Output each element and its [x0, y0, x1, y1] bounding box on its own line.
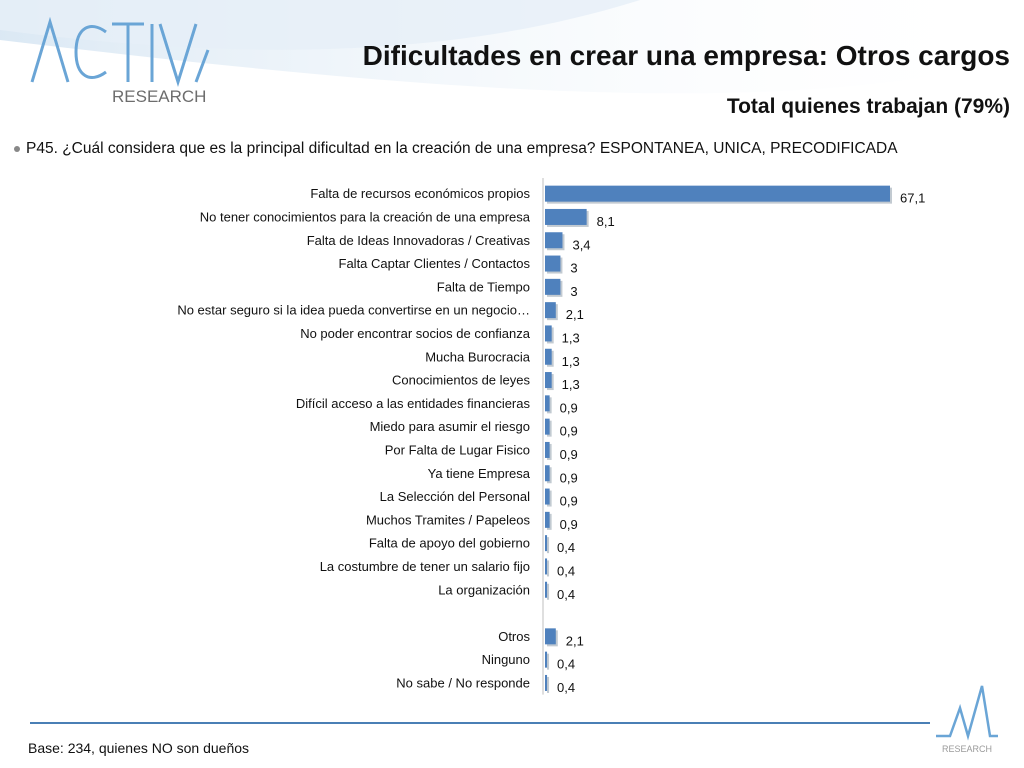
- category-label: Otros: [498, 629, 530, 644]
- bar: [545, 302, 556, 319]
- page-title: Dificultades en crear una empresa: Otros…: [362, 40, 1010, 71]
- category-label: No estar seguro si la idea pueda convert…: [177, 303, 530, 318]
- category-label: No poder encontrar socios de confianza: [300, 326, 531, 341]
- question-text: P45. ¿Cuál considera que es la principal…: [14, 140, 898, 158]
- category-label: Difícil acceso a las entidades financier…: [296, 396, 531, 411]
- bar: [545, 185, 890, 202]
- bar: [545, 465, 550, 482]
- bar: [545, 674, 548, 691]
- category-label: Falta de apoyo del gobierno: [369, 536, 530, 551]
- value-label: 67,1: [900, 191, 925, 206]
- bar-shadow: [547, 537, 550, 554]
- bar: [545, 372, 552, 389]
- bar: [545, 348, 552, 365]
- bar: [545, 558, 548, 575]
- bar: [545, 395, 550, 412]
- category-label: Falta de recursos económicos propios: [310, 186, 530, 201]
- bar-shadow: [547, 676, 550, 693]
- bar-chart: Falta de recursos económicos propios No t…: [177, 178, 925, 695]
- category-label: Mucha Burocracia: [425, 349, 531, 364]
- value-label: 0,4: [557, 563, 575, 578]
- bar-shadow: [547, 583, 550, 600]
- footer-divider: [30, 722, 930, 724]
- category-label: Ninguno: [482, 652, 530, 667]
- value-label: 0,9: [560, 494, 578, 509]
- value-label: 0,9: [560, 517, 578, 532]
- bar: [545, 418, 550, 435]
- logo-a2-shape: [194, 49, 210, 83]
- category-label: Ya tiene Empresa: [428, 466, 531, 481]
- bar: [545, 208, 587, 225]
- category-label: Falta Captar Clientes / Contactos: [339, 256, 531, 271]
- activa-research-logo: RESEARCH: [30, 16, 210, 106]
- value-label: 3: [570, 261, 577, 276]
- question-label: P45. ¿Cuál considera que es la principal…: [26, 140, 898, 157]
- value-label: 0,4: [557, 587, 575, 602]
- value-label: 0,4: [557, 657, 575, 672]
- category-label: Muchos Tramites / Papeleos: [366, 512, 531, 527]
- value-label: 0,9: [560, 424, 578, 439]
- value-label: 3: [570, 284, 577, 299]
- value-label: 0,4: [557, 540, 575, 555]
- value-label: 2,1: [566, 633, 584, 648]
- bar: [545, 441, 550, 458]
- category-label: No sabe / No responde: [396, 675, 530, 690]
- value-label: 0,9: [560, 400, 578, 415]
- bar: [545, 511, 550, 528]
- value-label: 8,1: [597, 214, 615, 229]
- category-label: Miedo para asumir el riesgo: [370, 419, 530, 434]
- corner-logo-mark: [936, 685, 998, 741]
- value-label: 0,9: [560, 447, 578, 462]
- value-label: 1,3: [562, 377, 580, 392]
- bar: [545, 232, 563, 249]
- bar: [545, 651, 548, 668]
- value-label: 1,3: [562, 354, 580, 369]
- value-label: 3,4: [572, 237, 590, 252]
- corner-logo-text: RESEARCH: [942, 744, 992, 754]
- bar: [545, 535, 548, 552]
- bar-shadow: [547, 653, 550, 670]
- value-label: 0,9: [560, 470, 578, 485]
- bar: [545, 278, 561, 295]
- logo-a-shape: [30, 16, 70, 83]
- category-label: Por Falta de Lugar Fisico: [385, 442, 530, 457]
- category-label: Falta de Ideas Innovadoras / Creativas: [307, 233, 531, 248]
- category-label: La costumbre de tener un salario fijo: [320, 559, 530, 574]
- bar: [545, 325, 552, 342]
- bar: [545, 488, 550, 505]
- logo-v-shape: [158, 23, 198, 88]
- category-label: Conocimientos de leyes: [392, 373, 531, 388]
- value-label: 2,1: [566, 307, 584, 322]
- bar-shadow: [547, 560, 550, 577]
- logo-t-shape: [112, 22, 144, 82]
- value-label: 1,3: [562, 330, 580, 345]
- category-label: La Selección del Personal: [380, 489, 530, 504]
- category-label: Falta de Tiempo: [437, 279, 530, 294]
- logo-c-shape: [74, 25, 107, 79]
- bar: [545, 628, 556, 645]
- bar: [545, 255, 561, 272]
- base-note: Base: 234, quienes NO son dueños: [28, 740, 250, 756]
- bar: [545, 581, 548, 598]
- corner-logo: RESEARCH: [936, 685, 998, 754]
- category-label: No tener conocimientos para la creación …: [200, 209, 531, 224]
- category-label: La organización: [438, 582, 530, 597]
- bullet-icon: [14, 145, 20, 152]
- page-subtitle: Total quienes trabajan (79%): [726, 95, 1010, 118]
- logo-sub-text: RESEARCH: [112, 87, 206, 106]
- value-label: 0,4: [557, 680, 575, 695]
